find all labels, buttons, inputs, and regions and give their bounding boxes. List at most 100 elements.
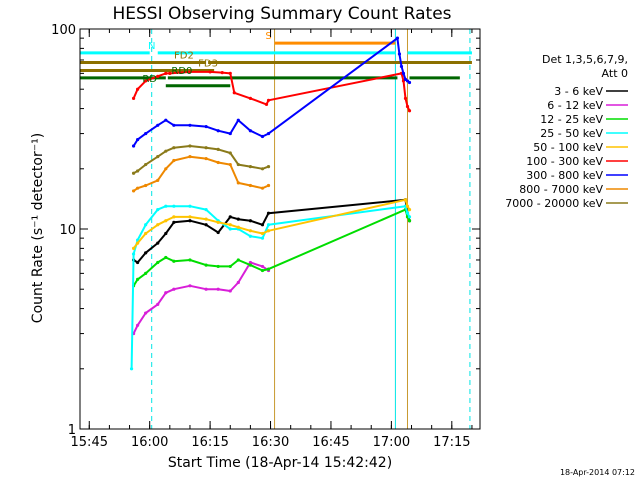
data-point (164, 219, 168, 223)
data-point (188, 258, 192, 262)
data-point (144, 231, 148, 236)
data-point (144, 183, 148, 188)
data-point (144, 223, 148, 227)
series-line-1 (132, 261, 270, 335)
data-point (228, 71, 232, 75)
data-point (260, 236, 265, 240)
legend-title-line: Att 0 (602, 67, 628, 80)
data-point (188, 144, 192, 148)
data-point (264, 102, 269, 106)
data-point (228, 215, 232, 219)
data-point (188, 70, 192, 74)
data-point (164, 71, 168, 75)
chart-title: HESSI Observing Summary Count Rates (112, 4, 451, 24)
series-line-7 (133, 155, 269, 192)
data-point (136, 87, 140, 91)
data-point (156, 123, 160, 127)
data-point (188, 215, 192, 219)
data-point (228, 223, 232, 227)
data-point (129, 367, 134, 371)
data-point (144, 311, 148, 315)
data-point (236, 280, 240, 285)
data-point (131, 144, 136, 148)
series-line-3 (130, 205, 411, 369)
data-point (172, 158, 176, 163)
data-point (131, 171, 136, 175)
data-point (168, 71, 172, 75)
legend-title: Det 1,3,5,6,7,9,Att 0 (542, 53, 628, 80)
data-point (164, 149, 168, 153)
data-point (236, 162, 240, 167)
data-point (407, 208, 412, 212)
flag-label-rd: RD (142, 74, 157, 85)
data-point (248, 129, 252, 133)
series-line-8 (133, 145, 269, 175)
data-point (260, 134, 265, 139)
data-point (204, 287, 208, 291)
data-point (236, 118, 240, 122)
data-point (144, 271, 148, 275)
data-point (228, 131, 232, 136)
data-point (407, 109, 412, 113)
plot-area: N S FD2 FD3 RD0 RD (79, 29, 472, 429)
x-tick-label: 16:45 (312, 435, 349, 450)
data-point (248, 263, 252, 267)
legend-label-7: 800 - 7000 keV (519, 183, 603, 196)
data-point (407, 215, 412, 219)
data-point (144, 251, 148, 255)
data-point (236, 217, 240, 221)
data-point (172, 220, 176, 224)
data-point (131, 246, 136, 250)
data-point (260, 231, 265, 236)
data-point (136, 277, 140, 281)
data-point (156, 223, 160, 227)
data-point (172, 204, 176, 208)
y-tick-label: 100 (51, 23, 76, 38)
x-tick-label: 16:15 (191, 435, 228, 450)
y-axis-label: Count Rate (s⁻¹ detector⁻¹) (30, 133, 46, 323)
data-point (260, 186, 265, 190)
data-point (172, 123, 176, 127)
data-point (204, 217, 208, 221)
x-tick-label: 15:45 (71, 435, 108, 450)
legend-label-0: 3 - 6 keV (554, 85, 603, 98)
flag-label-fd3: FD3 (198, 59, 218, 70)
series-line-2 (132, 208, 411, 287)
legend-label-3: 25 - 50 keV (540, 127, 603, 140)
data-point (164, 167, 168, 171)
data-point (156, 260, 160, 265)
data-point (216, 147, 220, 152)
data-point (156, 208, 160, 212)
data-point (144, 131, 148, 136)
data-point (228, 162, 232, 167)
data-point (216, 287, 220, 291)
data-point (266, 223, 271, 227)
data-point (260, 223, 265, 227)
data-point (405, 211, 410, 215)
data-point (248, 183, 252, 188)
data-point (156, 74, 160, 78)
legend-label-2: 12 - 25 keV (540, 113, 603, 126)
data-point (156, 178, 160, 182)
x-tick-label: 17:00 (373, 435, 410, 450)
flag-label-fd2: FD2 (174, 50, 194, 61)
x-tick-label: 16:30 (252, 435, 289, 450)
data-point (204, 263, 208, 267)
data-point (136, 137, 140, 142)
data-point (188, 219, 192, 223)
data-point (248, 219, 252, 223)
flag-label-s: S (265, 31, 271, 42)
data-point (204, 156, 208, 161)
data-point (144, 162, 148, 167)
data-point (188, 204, 192, 208)
data-point (248, 96, 252, 100)
data-point (260, 167, 265, 171)
data-point (216, 220, 220, 224)
data-point (228, 264, 232, 269)
data-point (164, 255, 168, 260)
y-axis: 1 10 100 (51, 23, 480, 438)
y-tick-label: 1 (68, 423, 76, 438)
data-point (156, 155, 160, 159)
data-point (208, 70, 212, 74)
